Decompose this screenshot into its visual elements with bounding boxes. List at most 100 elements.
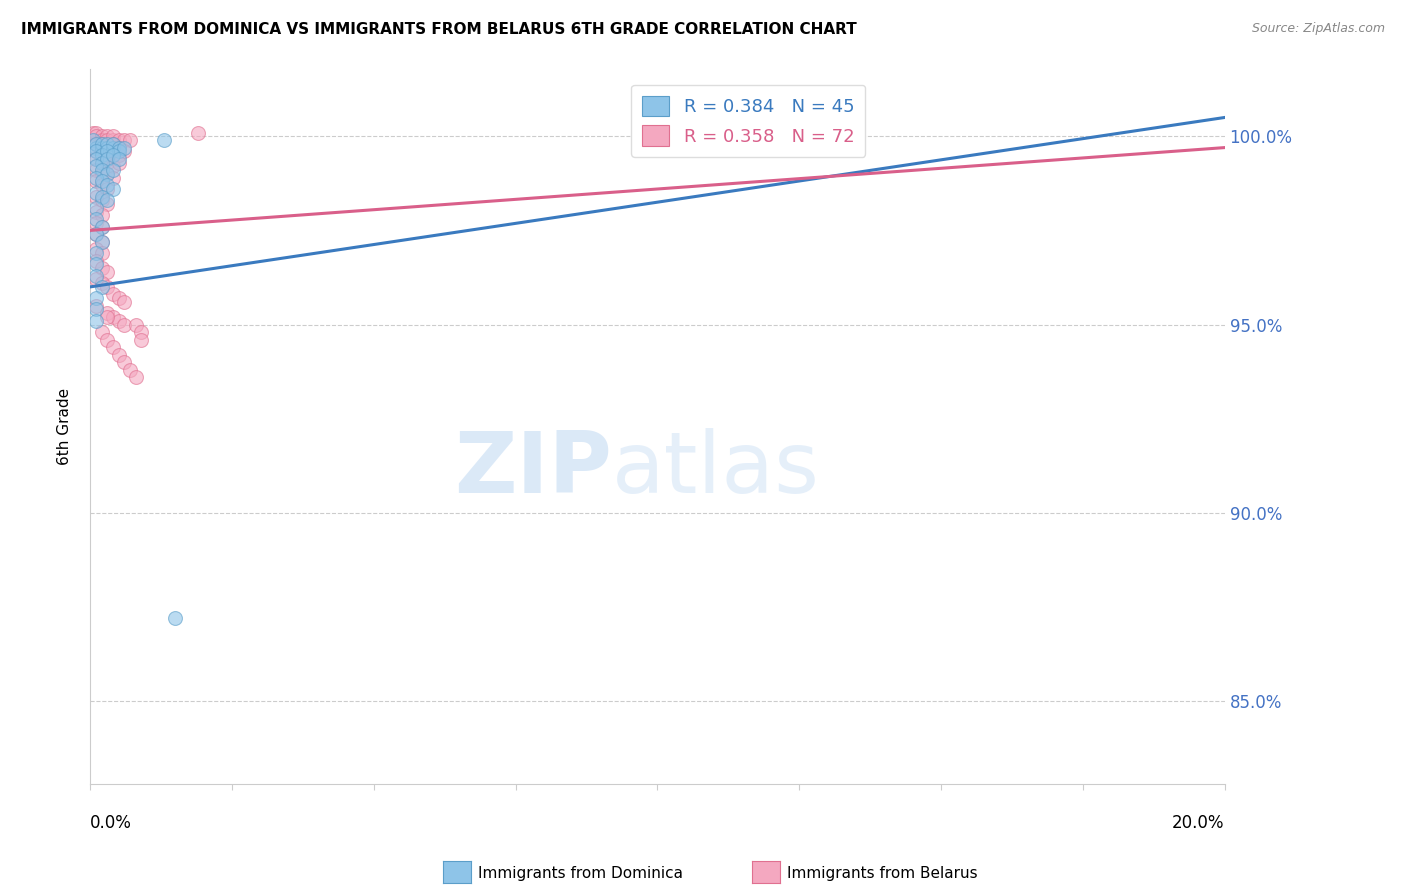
Point <box>84 204 107 219</box>
Point <box>84 140 107 154</box>
Point <box>84 227 107 242</box>
Point <box>112 294 135 309</box>
Point <box>101 163 124 178</box>
Point <box>84 129 107 144</box>
Point <box>101 287 124 301</box>
Text: IMMIGRANTS FROM DOMINICA VS IMMIGRANTS FROM BELARUS 6TH GRADE CORRELATION CHART: IMMIGRANTS FROM DOMINICA VS IMMIGRANTS F… <box>21 22 856 37</box>
Text: ZIP: ZIP <box>454 427 612 510</box>
Point <box>84 152 107 166</box>
Point <box>84 272 107 286</box>
Point <box>90 276 112 290</box>
Point <box>90 178 112 193</box>
Point <box>90 133 112 147</box>
Point <box>90 148 112 162</box>
Point <box>84 212 107 227</box>
Point <box>90 129 112 144</box>
Point <box>107 348 129 362</box>
Point <box>96 194 118 208</box>
Point <box>118 133 141 147</box>
Point <box>96 310 118 324</box>
Point <box>165 611 187 625</box>
Point <box>112 140 135 154</box>
Point <box>90 167 112 181</box>
Point <box>129 325 152 339</box>
Point <box>90 189 112 203</box>
Point <box>101 160 124 174</box>
Point <box>84 268 107 283</box>
Point <box>84 291 107 305</box>
Point <box>112 133 135 147</box>
Point <box>90 235 112 249</box>
Point <box>84 170 107 185</box>
Point <box>153 133 176 147</box>
Point <box>124 370 146 384</box>
Point <box>84 253 107 268</box>
Point <box>90 194 112 208</box>
Point <box>84 152 107 166</box>
Point <box>90 136 112 151</box>
Point <box>96 136 118 151</box>
Point <box>96 129 118 144</box>
Point <box>96 178 118 193</box>
Point <box>84 201 107 215</box>
Point <box>187 126 209 140</box>
Text: 20.0%: 20.0% <box>1173 814 1225 832</box>
Point <box>112 318 135 332</box>
Point <box>90 163 112 178</box>
Point <box>84 160 107 174</box>
Point <box>124 318 146 332</box>
Text: Immigrants from Belarus: Immigrants from Belarus <box>787 866 979 880</box>
Point <box>84 126 107 140</box>
Point <box>84 136 107 151</box>
Point <box>101 182 124 196</box>
Text: atlas: atlas <box>612 427 820 510</box>
Point <box>107 155 129 169</box>
Point <box>82 133 104 147</box>
Point <box>107 140 129 154</box>
Point <box>101 140 124 154</box>
Point <box>101 136 124 151</box>
Point <box>96 167 118 181</box>
Point <box>96 197 118 211</box>
Point <box>90 235 112 249</box>
Point <box>90 155 112 169</box>
Text: 0.0%: 0.0% <box>90 814 132 832</box>
Point <box>84 314 107 328</box>
Point <box>90 145 112 159</box>
Point <box>96 280 118 294</box>
Point <box>90 219 112 234</box>
Point <box>96 306 118 320</box>
Point <box>90 208 112 222</box>
Point <box>84 216 107 230</box>
Point <box>96 133 118 147</box>
Point <box>107 152 129 166</box>
Point <box>107 291 129 305</box>
Y-axis label: 6th Grade: 6th Grade <box>58 388 72 465</box>
Point <box>84 145 107 159</box>
Point <box>96 333 118 347</box>
Point <box>84 227 107 242</box>
Point <box>90 140 112 154</box>
Point <box>82 126 104 140</box>
Point <box>90 174 112 188</box>
Point <box>118 362 141 376</box>
Point <box>112 355 135 369</box>
Point <box>84 136 107 151</box>
Point <box>84 186 107 200</box>
Point <box>90 261 112 276</box>
Point <box>101 148 124 162</box>
Point <box>96 182 118 196</box>
Point <box>90 325 112 339</box>
Point <box>101 145 124 159</box>
Point <box>96 148 118 162</box>
Point <box>84 145 107 159</box>
Point <box>101 129 124 144</box>
Text: Immigrants from Dominica: Immigrants from Dominica <box>478 866 683 880</box>
Point <box>96 167 118 181</box>
Point <box>96 140 118 154</box>
Point <box>101 170 124 185</box>
Point <box>90 219 112 234</box>
Point <box>96 265 118 279</box>
Point <box>101 340 124 354</box>
Point <box>129 333 152 347</box>
